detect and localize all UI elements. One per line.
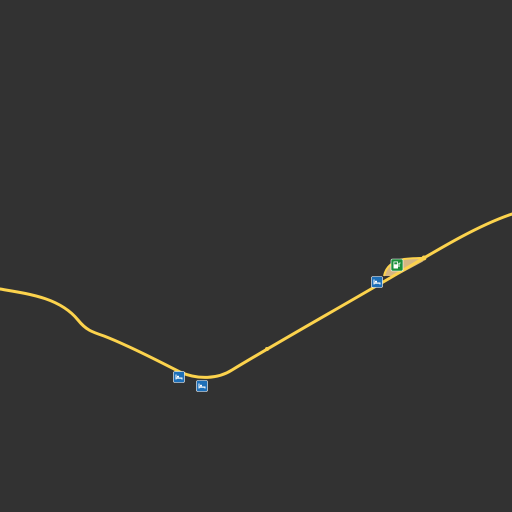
- fuel-poi[interactable]: [390, 258, 404, 272]
- road-node: [265, 347, 269, 351]
- service-ramp: [383, 257, 425, 277]
- hotel-poi-2[interactable]: [196, 380, 208, 392]
- hotel-poi-1[interactable]: [173, 371, 185, 383]
- fuel-pump-icon: [393, 261, 401, 269]
- bed-icon: [373, 279, 381, 285]
- bed-icon: [198, 383, 206, 389]
- highway-main[interactable]: [0, 212, 512, 379]
- road-node: [421, 255, 427, 261]
- bed-icon: [175, 374, 183, 380]
- hotel-poi-3[interactable]: [371, 276, 383, 288]
